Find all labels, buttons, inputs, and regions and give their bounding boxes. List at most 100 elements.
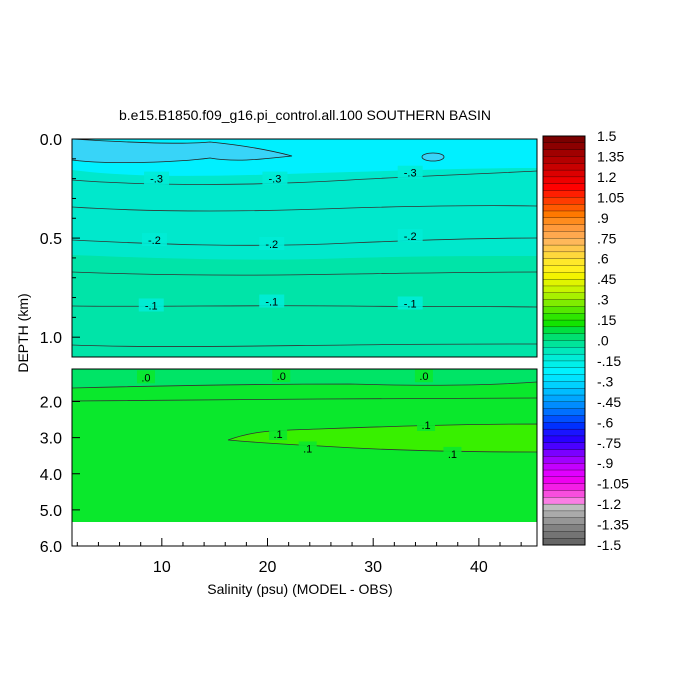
colorbar-label: 1.5 bbox=[597, 128, 617, 144]
contour-label-bg bbox=[259, 294, 285, 308]
x-tick-label: 40 bbox=[470, 559, 488, 576]
surface-region bbox=[71, 138, 293, 163]
colorbar-swatch bbox=[542, 449, 586, 457]
colorbar-swatch bbox=[542, 435, 586, 444]
colorbar-swatch bbox=[542, 428, 586, 437]
colorbar-swatch bbox=[542, 333, 586, 341]
colorbar-swatch bbox=[542, 326, 586, 335]
colorbar-swatch bbox=[542, 238, 586, 246]
contour-line bbox=[71, 170, 538, 185]
colorbar-swatch bbox=[542, 319, 586, 328]
colorbar-label: .15 bbox=[597, 312, 617, 328]
contour-line bbox=[71, 343, 538, 347]
y-tick-label: 5.0 bbox=[40, 503, 62, 520]
y-tick-label: 0.0 bbox=[40, 132, 62, 149]
upper-contour-labels: -.3 -.3 -.3 -.2 -.2 -.2 -.1 -.1 -.1 bbox=[138, 165, 423, 312]
colorbar-label: .75 bbox=[597, 230, 617, 246]
colorbar-swatch bbox=[542, 476, 586, 485]
colorbar-label: 1.35 bbox=[597, 148, 624, 164]
y-axis-title: DEPTH (km) bbox=[15, 293, 31, 372]
y-tick-label: 2.0 bbox=[40, 395, 62, 412]
colorbar-label: -1.05 bbox=[597, 476, 629, 492]
x-tick-label: 10 bbox=[153, 559, 171, 576]
contour-label-bg bbox=[269, 427, 288, 441]
contour-label-bg bbox=[262, 171, 288, 185]
y-tick-label: 1.0 bbox=[40, 330, 62, 347]
colorbar-swatch bbox=[542, 469, 586, 478]
colorbar-label: -1.5 bbox=[597, 537, 621, 553]
x-tick-label: 20 bbox=[259, 559, 277, 576]
colorbar-label: .45 bbox=[597, 271, 617, 287]
colorbar-label: -1.35 bbox=[597, 517, 629, 533]
lower-contour-labels: .0 .0 .0 .1 .1 .1 .1 bbox=[136, 369, 462, 461]
contour-line bbox=[71, 381, 538, 389]
colorbar-swatch bbox=[542, 463, 586, 471]
contour-label: .1 bbox=[448, 449, 457, 461]
colorbar-label: -.6 bbox=[597, 414, 614, 430]
colorbar-swatch bbox=[542, 197, 586, 205]
colorbar-swatch bbox=[542, 190, 586, 198]
colorbar-swatch bbox=[542, 142, 586, 151]
colorbar-swatch bbox=[542, 415, 586, 423]
colorbar-swatch bbox=[542, 224, 586, 232]
contour-label: .1 bbox=[303, 443, 312, 455]
contour-label: -.1 bbox=[404, 298, 417, 310]
colorbar-swatch bbox=[542, 265, 586, 273]
colorbar-swatch bbox=[542, 135, 586, 144]
contour-label: -.3 bbox=[268, 174, 281, 186]
y-tick-label: 4.0 bbox=[40, 467, 62, 484]
colorbar-swatch bbox=[542, 374, 586, 382]
colorbar-swatch bbox=[542, 517, 586, 526]
lower-panel-frame bbox=[71, 368, 538, 547]
contour-label-bg bbox=[414, 369, 433, 383]
colorbar-swatch bbox=[542, 251, 586, 260]
colorbar-swatch bbox=[542, 204, 586, 212]
contour-label-bg bbox=[138, 298, 164, 312]
x-axis: 10 20 30 40 bbox=[76, 538, 522, 576]
contour-label: -.1 bbox=[265, 297, 278, 309]
colorbar-label: -.3 bbox=[597, 373, 614, 389]
colorbar-swatch bbox=[542, 347, 586, 355]
colorbar-swatch bbox=[542, 258, 586, 266]
colorbar-swatch bbox=[542, 244, 586, 253]
contour-label: .1 bbox=[421, 420, 430, 432]
colorbar-swatch bbox=[542, 360, 586, 369]
contour-label: .0 bbox=[277, 371, 286, 383]
contour-label-bg bbox=[298, 441, 317, 455]
colorbar-swatch bbox=[542, 503, 586, 512]
y-axis-upper: 0.0 0.5 1.0 bbox=[40, 132, 80, 358]
colorbar-swatch bbox=[542, 388, 586, 396]
colorbar-swatch bbox=[542, 169, 586, 178]
colorbar-swatch bbox=[542, 367, 586, 376]
colorbar-swatch bbox=[542, 299, 586, 307]
y-axis-lower: 2.0 3.0 4.0 5.0 6.0 bbox=[40, 395, 80, 556]
colorbar-label: .0 bbox=[597, 333, 609, 349]
colorbar-swatch bbox=[542, 231, 586, 239]
contour-label: -.1 bbox=[145, 300, 158, 312]
colorbar-swatch bbox=[542, 149, 586, 157]
contour-label: -.3 bbox=[404, 168, 417, 180]
colorbar-label: -1.2 bbox=[597, 496, 621, 512]
x-tick-label: 30 bbox=[364, 559, 382, 576]
colorbar-swatch bbox=[542, 394, 586, 403]
x-axis-title: Salinity (psu) (MODEL - OBS) bbox=[207, 581, 392, 597]
colorbar-swatch bbox=[542, 381, 586, 389]
contour-label: -.2 bbox=[404, 231, 417, 243]
colorbar-swatch bbox=[542, 483, 586, 491]
contour-label: -.3 bbox=[150, 174, 163, 186]
colorbar-swatch bbox=[542, 340, 586, 348]
colorbar-label: -.9 bbox=[597, 455, 614, 471]
contour-label: .1 bbox=[273, 429, 282, 441]
colorbar-swatch bbox=[542, 538, 586, 546]
colorbar-swatch bbox=[542, 217, 586, 226]
contour-line bbox=[71, 205, 538, 212]
colorbar-label: 1.05 bbox=[597, 189, 624, 205]
colorbar-swatch bbox=[542, 401, 586, 410]
surface-spot bbox=[421, 152, 445, 162]
contour-line bbox=[71, 397, 538, 402]
contour-label-bg bbox=[141, 233, 167, 247]
contour-line bbox=[71, 271, 538, 276]
colorbar-swatch bbox=[542, 524, 586, 532]
colorbar-label: -.75 bbox=[597, 435, 621, 451]
